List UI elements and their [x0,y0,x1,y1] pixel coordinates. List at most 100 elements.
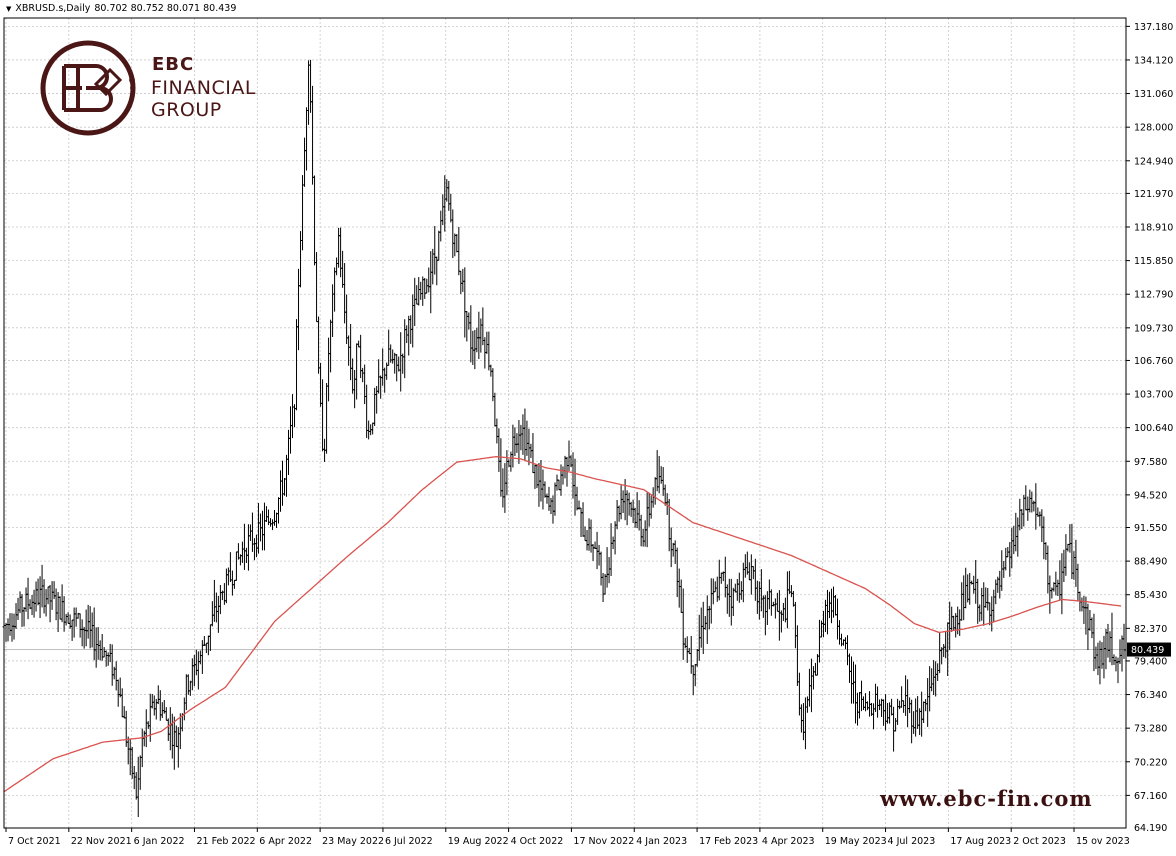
ohlc-bar [858,692,862,719]
ohlc-bar [777,590,781,641]
ohlc-bar [635,492,639,529]
ohlc-bar [749,554,753,595]
ohlc-bar [960,582,964,621]
ohlc-bar [549,497,553,515]
ohlc-bar [94,627,98,668]
logo-text-ebc: EBC [152,54,195,75]
ohlc-bar [759,569,763,612]
ohlc-bar [345,294,349,345]
ohlc-bar [164,707,168,721]
ohlc-bar [222,583,226,605]
ohlc-bar [679,579,683,613]
x-tick-label: 4 Oct 2022 [511,836,564,847]
ohlc-bar [898,700,902,710]
ohlc-bar [856,692,860,726]
ohlc-bar [848,653,852,683]
ohlc-bar [589,519,593,553]
ohlc-bar [481,307,485,346]
ohlc-bar [942,644,946,657]
y-tick-label: 124.940 [1134,156,1173,167]
ohlc-bar [988,602,992,626]
ohlc-bar [715,576,719,602]
ohlc-bar [309,59,313,113]
ohlc-bar [254,534,258,558]
ohlc-bar [675,547,679,598]
ohlc-bar [433,225,437,275]
ohlc-bar [912,711,916,734]
ohlc-bar [717,559,721,601]
ohlc-bar [643,520,647,547]
ohlc-bars [2,59,1126,818]
y-tick-label: 103.700 [1134,390,1173,401]
ohlc-bar [595,531,599,570]
ohlc-bar [250,512,254,552]
ohlc-bar [459,270,463,295]
ohlc-bar [709,578,713,624]
ohlc-bar [994,579,998,605]
ohlc-bar [986,587,990,611]
x-tick-label: 15 ov 2023 [1076,836,1130,847]
ohlc-bar [541,469,545,510]
ohlc-bar [90,612,94,648]
ohlc-bar [343,263,347,324]
ohlc-bar [705,595,709,644]
ohlc-bar [1068,524,1072,553]
ohlc-bar [451,209,455,259]
ohlc-bar [22,607,26,627]
ohlc-bar [795,625,799,686]
ohlc-bar [463,267,467,338]
ohlc-bar [699,607,703,648]
ohlc-bar [441,194,445,226]
ohlc-bar [397,356,401,372]
ohlc-bar [1040,509,1044,543]
ohlc-bar [1104,628,1108,670]
ohlc-bar [192,654,196,687]
ohlc-bar [1060,553,1064,615]
dropdown-triangle-icon[interactable]: ▼ [6,4,12,13]
ohlc-bar [689,635,693,674]
ohlc-bar [297,268,301,351]
ohlc-bar [44,589,48,617]
x-tick-label: 23 May 2022 [322,836,384,847]
x-tick-label: 4 Apr 2023 [762,836,815,847]
ohlc-bar [659,466,663,484]
ohlc-bar [14,603,18,629]
y-tick-label: 73.280 [1134,724,1167,735]
ohlc-bar [226,567,230,586]
ohlc-bar [391,349,395,364]
ohlc-bar [449,193,453,223]
ohlc-bar [515,433,519,453]
ohlc-bar [289,406,293,454]
y-tick-label: 106.760 [1134,356,1173,367]
ohlc-bar [377,359,381,394]
ohlc-bar [303,137,307,187]
ohlc-bar [1012,525,1016,555]
ohlc-bar [888,702,892,724]
ohlc-bar [383,367,387,393]
x-tick-label: 21 Feb 2022 [196,836,255,847]
ohlc-bar [399,332,403,392]
ohlc-bar [605,547,609,588]
ohlc-bar [517,420,521,464]
ohlc-bar [862,696,866,710]
ohlc-bar [150,693,154,709]
ohlc-bar [835,598,839,640]
ohlc-bar [72,607,76,638]
ohlc-bar [186,674,190,695]
ohlc-bar [729,578,733,626]
ohlc-bar [793,601,797,649]
ohlc-bar [367,420,371,440]
ohlc-bar [457,226,461,276]
axis-labels: 67.160 70.220 73.280 76.340 79.400 82.370 85.4… [8,22,1173,847]
ohlc-bar [876,686,880,718]
ohlc-bar [307,60,311,125]
ohlc-bar [771,601,775,607]
ohlc-bar [958,609,962,636]
ohlc-bar [990,596,994,632]
ohlc-bar [823,599,827,632]
ohlc-bar [791,590,795,607]
ohlc-bar [920,691,924,737]
ohlc-bar [58,596,62,620]
